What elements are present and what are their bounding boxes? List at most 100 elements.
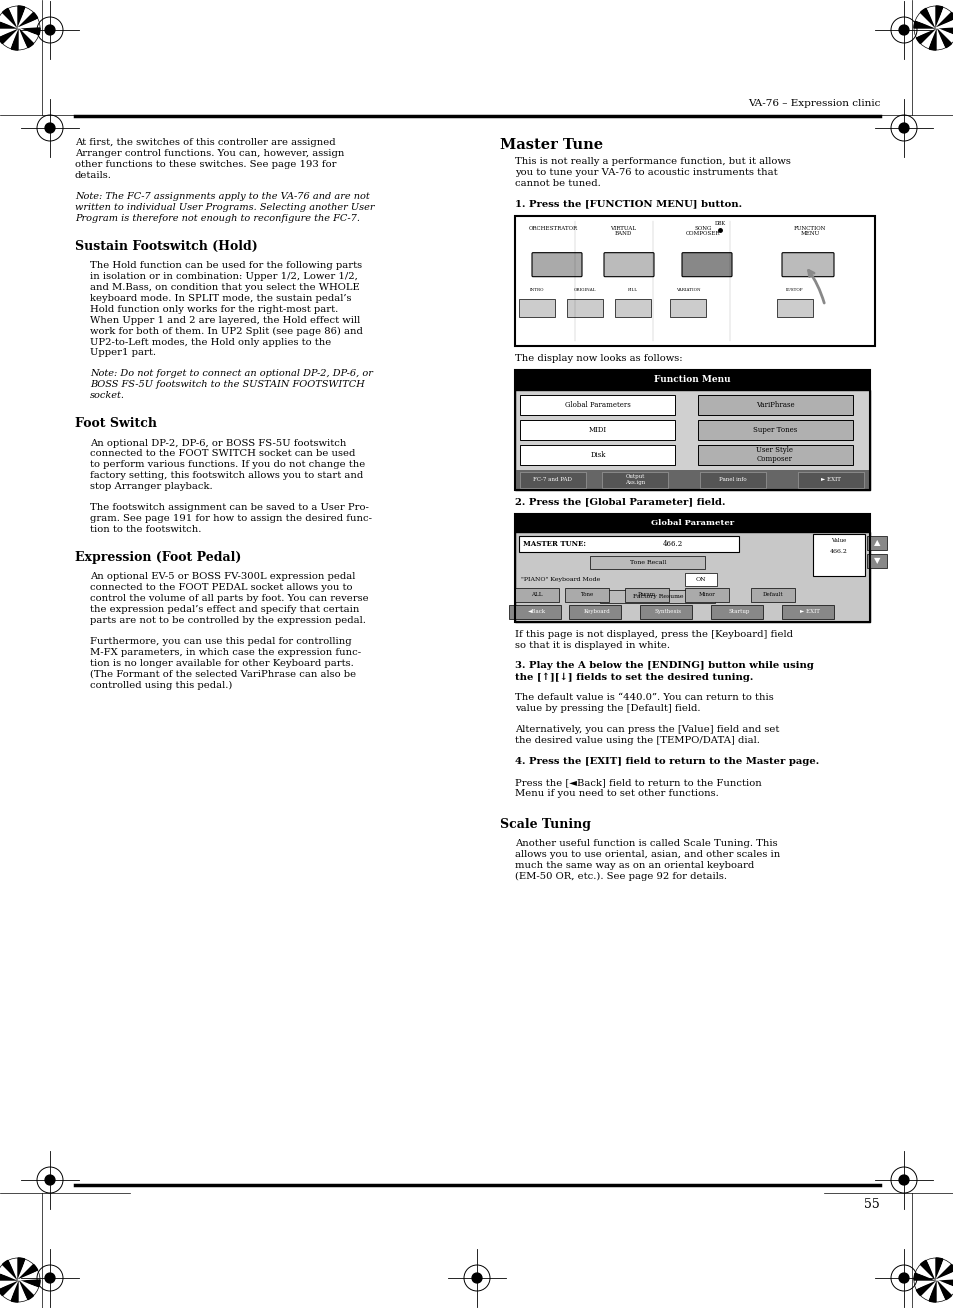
Text: gram. See page 191 for how to assign the desired func-: gram. See page 191 for how to assign the… [90,514,372,523]
Text: you to tune your VA-76 to acoustic instruments that: you to tune your VA-76 to acoustic instr… [515,167,777,177]
Text: connected to the FOOT SWITCH socket can be used: connected to the FOOT SWITCH socket can … [90,450,355,459]
Text: Factory Resume: Factory Resume [632,594,682,599]
Circle shape [898,1175,908,1185]
Polygon shape [913,1273,935,1281]
Bar [601,472,667,488]
Text: This is not really a performance function, but it allows: This is not really a performance functio… [515,157,790,166]
Bar [624,587,668,602]
Bar [519,395,675,415]
Bar [515,370,869,390]
Text: allows you to use oriental, asian, and other scales in: allows you to use oriental, asian, and o… [515,850,780,859]
Polygon shape [18,13,37,27]
Text: Press the [◄Back] field to return to the Function: Press the [◄Back] field to return to the… [515,778,760,787]
Text: An optional DP-2, DP-6, or BOSS FS-5U footswitch: An optional DP-2, DP-6, or BOSS FS-5U fo… [90,438,346,447]
Text: Alternatively, you can press the [Value] field and set: Alternatively, you can press the [Value]… [515,725,779,734]
Text: parts are not to be controlled by the expression pedal.: parts are not to be controlled by the ex… [90,616,366,625]
Text: details.: details. [75,171,112,179]
Text: FUNCTION
MENU: FUNCTION MENU [793,226,825,237]
Bar [797,472,863,488]
Text: Super Tones: Super Tones [752,425,797,434]
Text: BOSS FS-5U footswitch to the SUSTAIN FOOTSWITCH: BOSS FS-5U footswitch to the SUSTAIN FOO… [90,381,364,390]
Polygon shape [913,27,935,37]
Text: ON: ON [695,577,705,582]
Text: VARIATION: VARIATION [675,288,700,292]
Polygon shape [935,1265,953,1281]
Bar [776,298,812,317]
Polygon shape [926,1258,935,1281]
Polygon shape [916,1281,935,1295]
Polygon shape [0,1281,18,1288]
Text: ► EXIT: ► EXIT [821,477,840,483]
Text: MIDI: MIDI [588,425,606,434]
Text: Arranger control functions. You can, however, assign: Arranger control functions. You can, how… [75,149,344,158]
Text: M-FX parameters, in which case the expression func-: M-FX parameters, in which case the expre… [90,647,361,657]
FancyBboxPatch shape [532,252,581,277]
Bar [515,370,869,489]
Text: connected to the FOOT PEDAL socket allows you to: connected to the FOOT PEDAL socket allow… [90,583,352,593]
Text: Output
Ass.ign: Output Ass.ign [624,475,644,485]
Bar [568,604,620,619]
Polygon shape [921,1281,935,1300]
Polygon shape [0,13,18,27]
Polygon shape [11,27,18,50]
Polygon shape [0,1273,18,1281]
Polygon shape [18,1258,25,1281]
Text: Program is therefore not enough to reconfigure the FC-7.: Program is therefore not enough to recon… [75,213,359,222]
Text: Panel info: Panel info [719,477,746,483]
Bar [669,298,705,317]
Text: Tone: Tone [579,593,593,596]
Text: factory setting, this footswitch allows you to start and: factory setting, this footswitch allows … [90,471,363,480]
Bar [515,216,874,345]
Circle shape [898,1273,908,1283]
Bar [564,587,608,602]
Text: to perform various functions. If you do not change the: to perform various functions. If you do … [90,460,365,470]
Polygon shape [935,1271,953,1281]
Polygon shape [928,1281,935,1301]
Bar [710,604,762,619]
Polygon shape [10,1258,18,1281]
Bar [519,420,675,439]
Polygon shape [935,1281,943,1301]
Text: keyboard mode. In SPLIT mode, the sustain pedal’s: keyboard mode. In SPLIT mode, the sustai… [90,294,351,302]
Bar [566,298,602,317]
Text: the expression pedal’s effect and specify that certain: the expression pedal’s effect and specif… [90,606,359,615]
FancyBboxPatch shape [603,252,654,277]
Circle shape [898,123,908,133]
Polygon shape [913,1281,935,1288]
Polygon shape [935,7,942,27]
Text: FILL: FILL [627,288,638,292]
Polygon shape [10,7,18,27]
Bar [519,472,585,488]
Bar [518,535,739,552]
Text: ORCHESTRATOR: ORCHESTRATOR [528,226,577,230]
Text: Startup: Startup [727,610,749,613]
Text: written to individual User Programs. Selecting another User: written to individual User Programs. Sel… [75,203,375,212]
Text: User Style
Composer: User Style Composer [756,446,793,463]
Text: Function Menu: Function Menu [654,375,730,385]
Text: tion to the footswitch.: tion to the footswitch. [90,525,201,534]
Polygon shape [935,13,953,27]
FancyBboxPatch shape [681,252,731,277]
Polygon shape [3,1261,18,1281]
Bar [812,534,864,576]
Polygon shape [935,27,943,50]
Text: FC-7 and PAD: FC-7 and PAD [533,477,572,483]
Polygon shape [18,27,33,47]
Polygon shape [916,27,935,43]
Polygon shape [935,1281,953,1295]
Polygon shape [915,13,935,27]
Bar [515,390,869,489]
Polygon shape [935,27,953,35]
Text: 2. Press the [Global Parameter] field.: 2. Press the [Global Parameter] field. [515,497,724,506]
Polygon shape [920,1261,935,1281]
Polygon shape [18,1281,27,1301]
Text: Param: Param [638,593,656,596]
Polygon shape [913,21,935,27]
Text: the [↑][↓] fields to set the desired tuning.: the [↑][↓] fields to set the desired tun… [515,672,753,681]
Text: Disk: Disk [590,451,605,459]
Polygon shape [935,20,953,27]
Bar [866,553,886,568]
Polygon shape [935,27,953,42]
Text: SONG
COMPOSER: SONG COMPOSER [685,226,720,237]
Text: Global Parameter: Global Parameter [650,518,733,527]
